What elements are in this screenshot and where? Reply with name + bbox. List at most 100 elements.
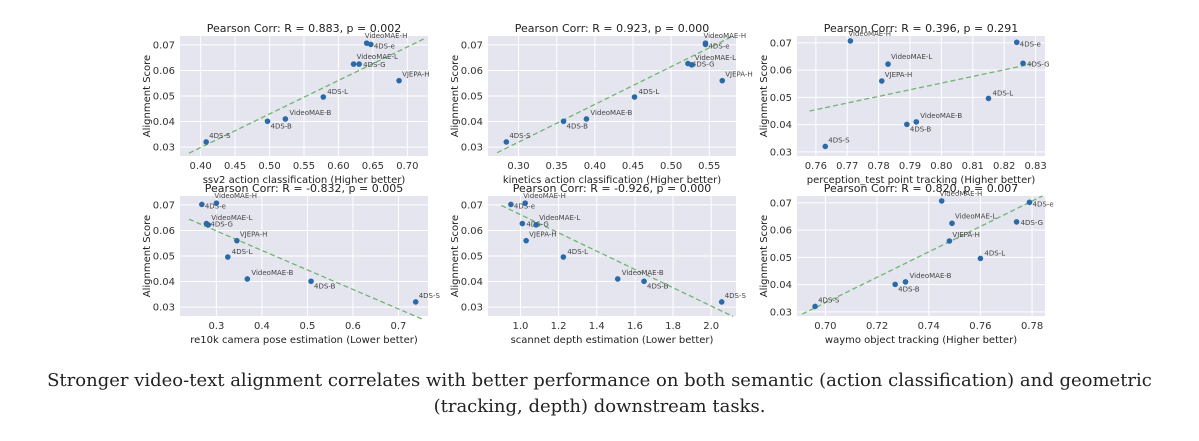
x-tick-label: 0.50	[660, 161, 682, 172]
y-tick-label: 0.03	[770, 147, 792, 158]
data-point	[985, 95, 992, 102]
point-label: 4DS-L	[639, 88, 660, 96]
point-label: 4DS-S	[828, 136, 850, 144]
data-point	[320, 94, 327, 100]
y-tick-label: 0.07	[461, 200, 483, 211]
y-tick-label: 0.07	[153, 200, 175, 211]
point-label: 4DS-B	[567, 122, 589, 130]
data-point	[368, 41, 374, 48]
point-label: VideoMAE-L	[891, 53, 932, 61]
y-tick-label: 0.03	[770, 307, 792, 318]
point-label: VJEPA-H	[402, 71, 429, 79]
x-tick-label: 0.76	[969, 321, 991, 332]
data-point	[234, 237, 240, 244]
x-axis-label: scannet depth estimation (Lower better)	[511, 335, 714, 345]
x-tick-label: 0.81	[962, 161, 984, 172]
data-point	[1020, 60, 1026, 67]
data-point	[560, 118, 567, 125]
y-tick-label: 0.06	[770, 66, 792, 77]
x-axis-label: ssv2 action classification (Higher bette…	[203, 175, 406, 186]
point-label: VideoMAE-B	[622, 269, 664, 277]
y-tick-label: 0.04	[461, 117, 483, 128]
trend-line	[496, 35, 733, 154]
data-point	[631, 94, 638, 100]
point-label: 4DS-L	[232, 248, 253, 256]
point-label: VideoMAE-B	[590, 109, 632, 117]
y-tick-label: 0.06	[461, 66, 483, 77]
x-tick-label: 0.78	[1021, 321, 1043, 332]
point-label: VideoMAE-B	[910, 272, 952, 280]
x-tick-label: 0.5	[299, 321, 315, 332]
point-label: VJEPA-H	[885, 71, 912, 79]
data-point	[503, 139, 510, 145]
y-tick-label: 0.04	[153, 117, 175, 128]
x-axis-label: kinetics action classification (Higher b…	[503, 175, 721, 186]
data-point	[350, 61, 357, 67]
x-tick-label: 0.7	[390, 321, 406, 332]
trend-line	[188, 37, 425, 154]
x-tick-label: 0.74	[918, 321, 940, 332]
figure-caption: Stronger video-text alignment correlates…	[47, 370, 1152, 417]
data-point	[1013, 219, 1020, 225]
x-tick-label: 0.40	[584, 161, 606, 172]
data-point	[949, 220, 955, 227]
y-tick-label: 0.05	[770, 253, 792, 264]
y-tick-label: 0.05	[461, 252, 483, 263]
chart-title: Pearson Corr: R = -0.832, p = 0.005	[205, 182, 403, 195]
x-tick-label: 0.40	[190, 161, 212, 172]
y-tick-label: 0.03	[461, 143, 483, 154]
point-label: 4DS-L	[567, 248, 588, 256]
x-axis-label: re10k camera pose estimation (Lower bett…	[190, 335, 418, 345]
data-point	[282, 116, 289, 122]
data-point	[938, 198, 945, 204]
y-axis-label: Alignment Score	[450, 215, 461, 297]
y-tick-label: 0.05	[153, 92, 175, 103]
plot-area	[797, 36, 1045, 156]
chart-panel-1: 0.03 0.04 0.05 0.06 0.07 0.40 0.45 0.50 0.55 0.60…	[142, 22, 430, 186]
x-tick-label: 0.76	[805, 161, 827, 172]
point-label: VideoMAE-H	[214, 192, 257, 200]
data-point	[264, 118, 271, 125]
x-tick-label: 0.65	[362, 161, 384, 172]
data-point	[904, 121, 910, 128]
data-point	[641, 278, 647, 285]
data-point	[812, 303, 818, 310]
x-tick-label: 0.83	[1024, 161, 1046, 172]
data-point	[878, 78, 885, 84]
trend-line	[501, 204, 734, 318]
y-tick-label: 0.05	[461, 92, 483, 103]
data-point	[224, 254, 231, 260]
y-tick-label: 0.07	[770, 198, 792, 209]
chart-title: Pearson Corr: R = 0.923, p = 0.000	[515, 22, 710, 35]
data-point	[946, 238, 953, 244]
x-tick-label: 0.77	[836, 161, 858, 172]
point-label: 4DS-S	[818, 296, 840, 304]
point-label: VJEPA-H	[240, 231, 267, 239]
y-axis-label: Alignment Score	[450, 55, 461, 137]
point-label: VJEPA-H	[725, 71, 752, 79]
point-label: VideoMAE-B	[289, 109, 331, 117]
figure-panels: 0.030.040.050.060.070.40 0.45 0.50 0.55 0.60…	[142, 22, 1054, 345]
data-point	[847, 38, 854, 44]
data-point	[213, 200, 220, 206]
y-tick-label: 0.05	[770, 93, 792, 104]
data-point	[519, 220, 526, 227]
y-tick-label: 0.03	[153, 303, 175, 314]
data-point	[718, 299, 725, 305]
data-point	[205, 222, 212, 228]
chart-title: Pearson Corr: R = -0.926, p = 0.000	[513, 182, 711, 195]
data-point	[902, 279, 909, 285]
point-label: 4DS-L	[992, 89, 1013, 97]
data-point	[583, 116, 590, 122]
data-point	[412, 299, 419, 305]
x-tick-label: 0.35	[546, 161, 568, 172]
data-point	[885, 61, 891, 67]
trend-line	[809, 63, 1033, 112]
point-label: VideoMAE-L	[955, 212, 996, 220]
x-tick-label: 1.0	[512, 321, 528, 332]
data-point	[308, 278, 314, 285]
y-tick-label: 0.06	[153, 226, 175, 237]
point-label: 4DS-e	[514, 202, 535, 210]
point-label: 4DS-S	[419, 292, 441, 300]
data-point	[1013, 39, 1020, 46]
